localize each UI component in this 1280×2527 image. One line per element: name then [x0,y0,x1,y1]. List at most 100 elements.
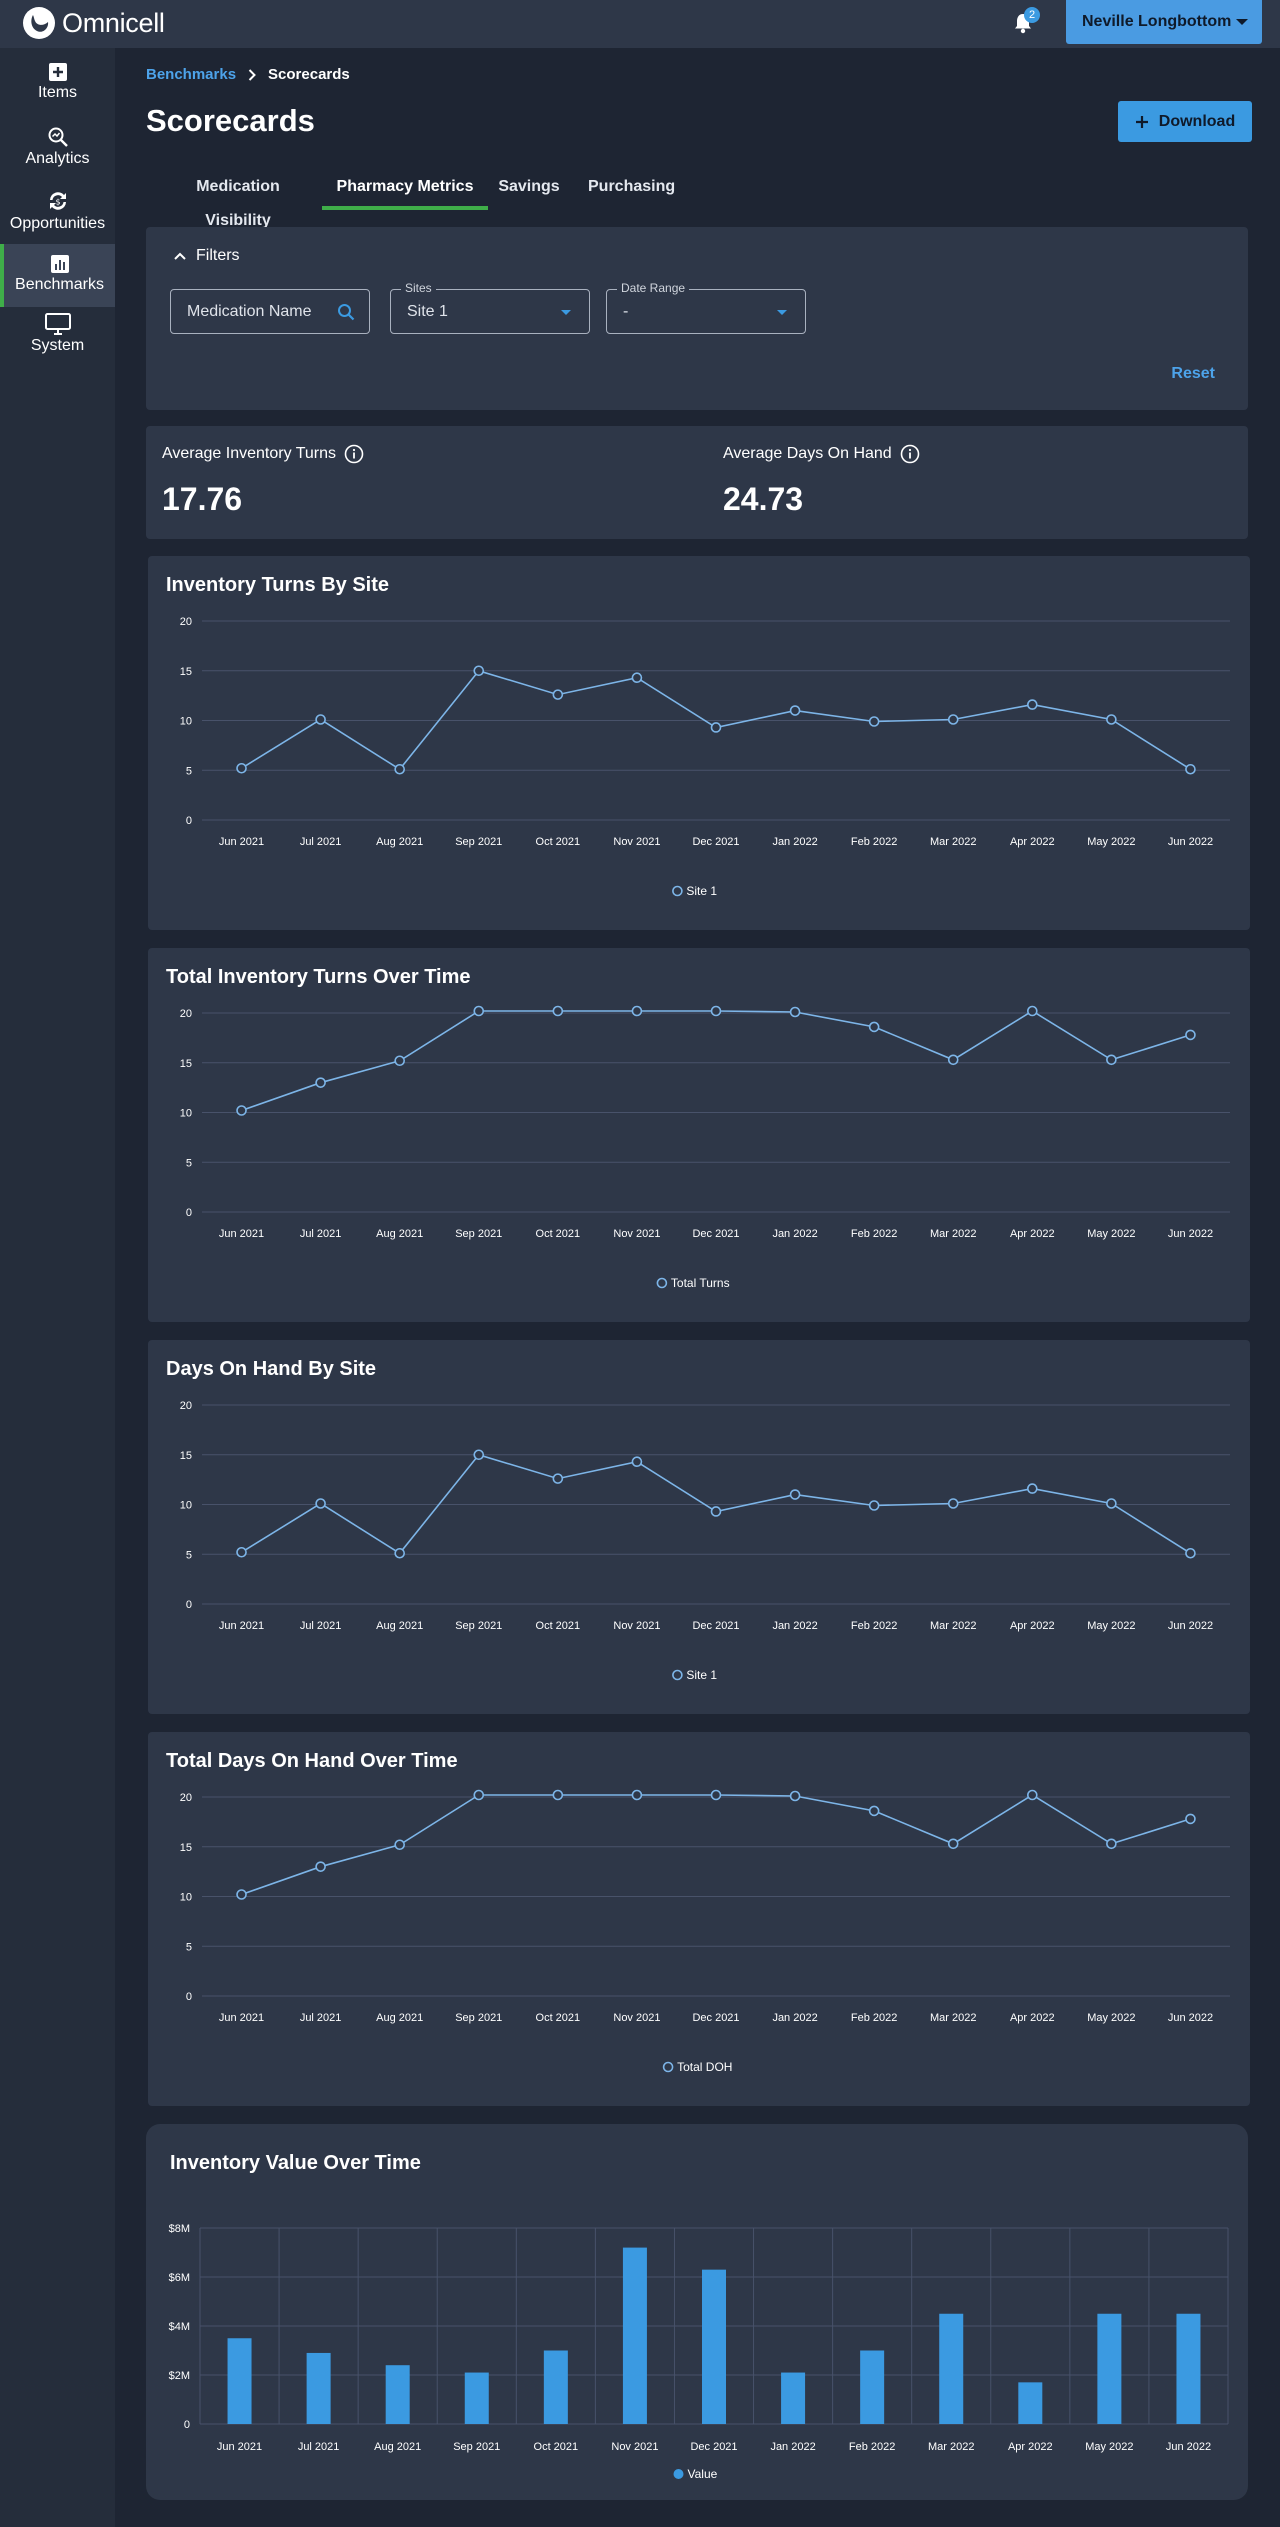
sidebar-item-items[interactable]: Items [0,62,115,108]
user-menu-button[interactable]: Neville Longbottom [1066,0,1262,44]
data-point [315,1861,326,1872]
info-icon[interactable] [344,444,364,464]
legend-label: Total Turns [671,1276,730,1290]
data-point [1106,1054,1117,1066]
x-tick-label: Sep 2021 [455,2012,502,2024]
data-point [1106,1498,1117,1509]
data-point [552,1789,564,1801]
x-tick-label: Nov 2021 [613,836,660,848]
analytics-icon [48,127,68,147]
x-tick-label: Feb 2022 [851,1228,897,1240]
date-range-select[interactable]: Date Range - [606,281,806,334]
x-tick-label: Feb 2022 [851,1620,897,1632]
y-tick-label: 10 [180,1108,192,1120]
x-tick-label: May 2022 [1087,836,1135,848]
benchmarks-icon [50,255,69,273]
y-tick-label: 0 [186,1599,192,1611]
chart-title: Inventory Value Over Time [170,2152,421,2174]
data-point [552,1473,564,1484]
x-tick-label: Jan 2022 [772,1228,817,1240]
x-tick-label: Dec 2021 [692,2012,739,2024]
download-button[interactable]: Download [1118,101,1252,142]
sidebar-item-opportunities[interactable]: $ Opportunities [0,189,115,241]
info-icon[interactable] [900,444,920,464]
legend-label: Site 1 [686,884,717,898]
filters-toggle-label: Filters [196,247,240,264]
data-point [868,716,880,727]
x-tick-label: Jun 2021 [219,836,264,848]
data-point [552,1005,564,1017]
chart-title: Inventory Turns By Site [166,574,390,596]
tab-medication-visibility[interactable]: Medication Visibility [196,178,280,229]
y-tick-label: $2M [169,2370,190,2382]
data-point [315,1077,326,1088]
sidebar: Items Analytics $ Opportunities Benchmar… [0,48,115,2527]
avg-days-on-hand-label: Average Days On Hand [723,445,892,462]
y-tick-label: $8M [169,2223,190,2235]
breadcrumb-link-benchmarks[interactable]: Benchmarks [146,66,237,83]
date-range-select-label: Date Range [617,281,690,295]
reset-filters-link[interactable]: Reset [1171,365,1215,382]
sidebar-item-system[interactable]: System [0,313,115,363]
data-point [947,1054,959,1066]
data-point [710,1005,722,1017]
x-tick-label: Feb 2022 [849,2441,895,2453]
tab-purchasing[interactable]: Purchasing [588,178,676,195]
y-tick-label: 20 [180,1008,192,1020]
tab-savings[interactable]: Savings [498,178,560,195]
data-point [631,1005,643,1017]
y-tick-label: $4M [169,2321,190,2333]
data-point [710,722,722,733]
medication-search-input[interactable]: Medication Name [170,289,370,334]
data-point [1106,714,1117,725]
bar [227,2338,252,2424]
chevron-down-icon [1236,19,1248,25]
tab-pharmacy-metrics[interactable]: Pharmacy Metrics [322,170,488,210]
x-tick-label: Jun 2022 [1168,1620,1213,1632]
x-tick-label: Jul 2021 [300,1620,342,1632]
x-tick-label: Jul 2021 [300,836,342,848]
x-tick-label: Jan 2022 [772,836,817,848]
legend-marker [672,885,683,897]
y-tick-label: 20 [180,616,192,628]
bar [1176,2313,1201,2424]
date-range-select-value: - [623,302,629,320]
chart-plot: 0 5 10 15 20 Jun 2021 Jul 2021 Aug 2021 Sep 2021… [180,1400,1230,1682]
sidebar-item-label: Analytics [25,150,90,167]
sidebar-item-analytics[interactable]: Analytics [0,126,115,176]
breadcrumb-current: Scorecards [268,66,350,83]
y-tick-label: 10 [180,1892,192,1904]
y-tick-label: 10 [180,716,192,728]
sidebar-item-label: Benchmarks [15,276,104,293]
sidebar-item-benchmarks[interactable]: Benchmarks [0,244,115,307]
x-tick-label: Jul 2021 [300,2012,342,2024]
sites-select[interactable]: Sites Site 1 [390,281,590,334]
y-tick-label: 10 [180,1500,192,1512]
data-point [473,665,485,677]
data-point [1027,1483,1038,1494]
x-tick-label: May 2022 [1087,1620,1135,1632]
bar [1018,2382,1043,2424]
omnicell-logo[interactable]: Omnicell [22,5,165,41]
series-line [241,1794,1191,1896]
omnicell-logo-icon [23,7,55,39]
data-point [710,1789,722,1801]
svg-text:$: $ [55,198,60,207]
data-point [631,1456,643,1468]
sites-select-value: Site 1 [407,302,448,320]
x-tick-label: Oct 2021 [536,1228,581,1240]
chevron-right-icon [248,68,256,81]
chart-plot: 0 5 10 15 20 Jun 2021 Jul 2021 Aug 2021 Sep 2021… [180,1005,1230,1290]
x-tick-label: Jun 2021 [219,2012,264,2024]
x-tick-label: Sep 2021 [455,836,502,848]
total-days-on-hand-chart: Total Days On Hand Over Time 0 5 10 15 20 Jun… [148,1732,1250,2106]
data-point [1185,763,1196,775]
inventory-turns-by-site-chart: Inventory Turns By Site 0 5 10 15 20 Jun 2021… [148,556,1250,930]
filters-toggle[interactable]: Filters [174,247,240,265]
bar [939,2313,964,2424]
bar [622,2247,647,2424]
x-tick-label: Oct 2021 [536,836,581,848]
data-point [236,762,247,774]
bar [464,2372,489,2424]
avg-days-on-hand-label-row: Average Days On Hand [723,444,920,464]
